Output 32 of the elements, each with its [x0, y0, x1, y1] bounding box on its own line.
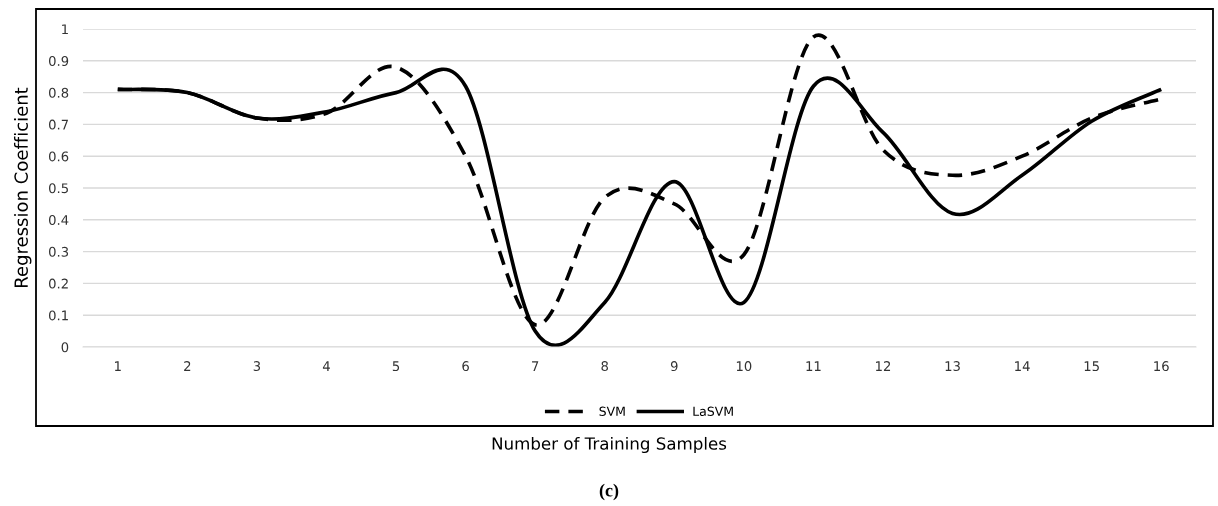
y-tick-label: 0.9: [49, 56, 69, 66]
y-tick-label: 0.8: [49, 87, 69, 98]
x-axis-title: Number of Training Samples: [492, 436, 727, 454]
y-tick-label: 0.4: [49, 215, 69, 225]
x-tick-label: 2: [184, 361, 191, 371]
x-tick-label: 13: [945, 361, 960, 372]
x-tick-label: 4: [322, 361, 330, 371]
y-axis-title: Regression Coefficient: [13, 87, 32, 288]
y-tick-label: 0: [61, 342, 69, 353]
x-tick-label: 16: [1154, 361, 1169, 372]
x-tick-label: 6: [462, 361, 469, 372]
y-tick-label: 0.7: [49, 119, 68, 130]
x-tick-label: 12: [876, 361, 891, 371]
x-tick-label: 15: [1084, 361, 1099, 372]
y-tick-label: 0.2: [49, 278, 68, 289]
legend-label: SVM: [599, 406, 625, 417]
x-tick-label: 14: [1015, 361, 1030, 371]
legend-label: LaSVM: [693, 406, 733, 417]
x-tick-label: 1: [115, 361, 121, 371]
x-tick-label: 9: [670, 361, 678, 372]
y-tick-label: 0.6: [49, 151, 69, 162]
x-tick-label: 8: [601, 361, 609, 372]
y-tick-label: 0.1: [49, 310, 68, 321]
text: (c): [599, 483, 619, 501]
x-tick-label: 5: [392, 361, 400, 372]
y-tick-label: 1: [62, 24, 68, 35]
x-tick-label: 11: [806, 361, 821, 371]
x-tick-label: 10: [736, 361, 752, 372]
y-tick-label: 0.5: [49, 183, 68, 194]
x-tick-label: 7: [532, 361, 539, 371]
y-tick-label: 0.3: [49, 246, 69, 257]
x-tick-label: 3: [253, 361, 261, 372]
